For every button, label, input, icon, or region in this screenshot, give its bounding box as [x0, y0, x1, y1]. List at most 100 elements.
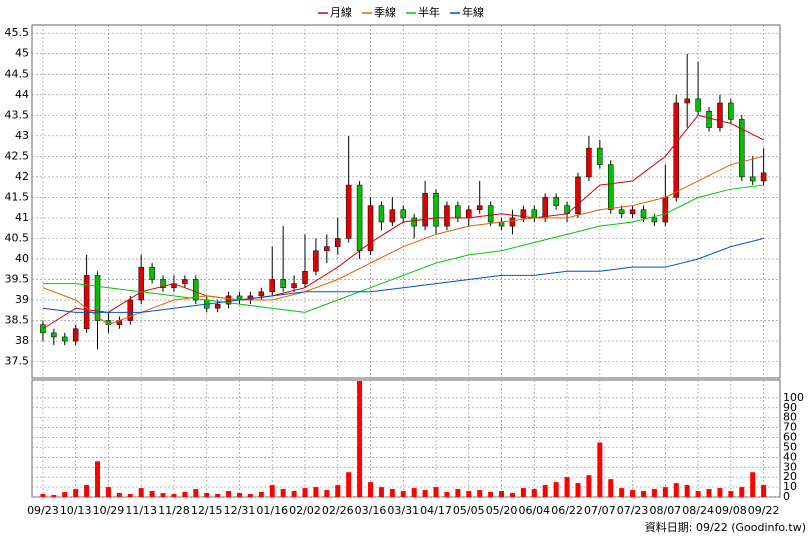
volume-bar: [280, 489, 286, 497]
candle-body: [466, 209, 472, 219]
candle-body: [367, 205, 374, 252]
volume-bar: [564, 477, 570, 497]
candle-body: [728, 102, 734, 120]
volume-bar: [750, 472, 756, 497]
candle-body: [749, 176, 756, 182]
legend-label: 季線: [374, 5, 396, 19]
x-tick-label: 09/22: [748, 504, 780, 517]
candle-body: [94, 275, 101, 321]
volume-bar: [40, 494, 46, 497]
volume-bar: [389, 489, 395, 497]
volume-bar: [411, 488, 417, 497]
volume-bar: [466, 491, 472, 497]
x-tick-label: 07/07: [584, 504, 616, 517]
y-tick-label: 38.5: [5, 314, 30, 327]
legend-label: 月線: [330, 5, 352, 19]
x-tick-label: 02/26: [322, 504, 354, 517]
volume-bar: [204, 493, 210, 497]
candle-body: [553, 197, 559, 206]
y-tick-label: 43.5: [5, 108, 30, 121]
ma-line: [42, 237, 764, 313]
volume-bar: [531, 489, 537, 497]
candle-body: [717, 102, 723, 128]
volume-bar: [116, 493, 122, 497]
volume-bar: [127, 494, 133, 497]
y2-tick-label: 70: [783, 421, 797, 434]
x-tick-label: 02/02: [289, 504, 321, 517]
candle-body: [313, 250, 319, 272]
footer: 資料日期: 09/22 (Goodinfo.tw): [645, 520, 806, 534]
y2-tick-label: 30: [783, 460, 797, 473]
candle-body: [193, 279, 199, 301]
candle-body: [72, 328, 79, 342]
candle-body: [269, 279, 275, 293]
x-tick-label: 12/31: [224, 504, 256, 517]
candle-body: [138, 266, 144, 301]
candle-body: [182, 279, 188, 284]
x-tick-label: 06/22: [551, 504, 583, 517]
candle-body: [83, 275, 90, 329]
volume-bar: [313, 487, 319, 497]
y-tick-label: 40.5: [5, 231, 30, 244]
volume-bar: [619, 488, 625, 497]
candle-body: [542, 197, 548, 219]
candle-body: [411, 217, 417, 227]
volume-bar: [520, 488, 526, 497]
volume-bar: [95, 461, 101, 497]
x-tick-label: 08/07: [649, 504, 681, 517]
ma-line: [42, 114, 764, 330]
legend-label: 年線: [462, 5, 484, 19]
volume-bar: [368, 482, 374, 497]
candle-body: [51, 332, 57, 338]
volume-bar: [553, 482, 559, 497]
candle-body: [433, 193, 439, 227]
candle-body: [531, 209, 538, 219]
volume-bar: [215, 494, 221, 497]
volume-bar: [630, 490, 636, 497]
x-tick-label: 11/13: [125, 504, 157, 517]
volume-bar: [586, 475, 592, 497]
y-tick-label: 43: [15, 129, 29, 142]
candle-body: [324, 246, 330, 252]
y-tick-label: 40: [15, 252, 29, 265]
y-tick-label: 41.5: [5, 190, 30, 203]
candle-body: [575, 176, 581, 215]
volume-bar: [236, 493, 242, 497]
ma-line: [42, 184, 764, 313]
volume-bar: [433, 487, 439, 497]
candle-body: [476, 205, 483, 210]
volume-bar: [291, 491, 297, 497]
candle-body: [258, 291, 265, 297]
candle-body: [160, 279, 166, 288]
candle-body: [640, 209, 647, 219]
volume-bar: [728, 491, 734, 497]
volume-bar: [444, 492, 450, 497]
x-tick-label: 09/23: [27, 504, 59, 517]
volume-bar: [695, 491, 701, 497]
volume-bar: [84, 485, 90, 497]
volume-bar: [171, 494, 177, 497]
volume-bar: [378, 487, 384, 497]
y2-tick-label: 80: [783, 411, 797, 424]
x-tick-label: 09/08: [715, 504, 747, 517]
x-tick-label: 11/28: [158, 504, 190, 517]
y-tick-label: 37.5: [5, 355, 30, 368]
volume-bar: [717, 488, 723, 497]
x-tick-label: 05/20: [486, 504, 518, 517]
volume-bar: [673, 483, 679, 497]
volume-bar: [651, 489, 657, 497]
candle-body: [520, 209, 527, 219]
candle-body: [280, 279, 286, 288]
x-tick-label: 01/16: [256, 504, 288, 517]
y-tick-label: 42.5: [5, 149, 30, 162]
volume-bar: [357, 380, 363, 497]
volume-bar: [662, 487, 668, 497]
candle-body: [345, 184, 352, 239]
volume-bar: [499, 491, 505, 497]
y2-tick-label: 100: [783, 391, 804, 404]
candle-body: [586, 147, 592, 178]
volume-bar: [488, 492, 494, 497]
y-tick-label: 44: [15, 88, 29, 101]
y-tick-label: 42: [15, 170, 29, 183]
